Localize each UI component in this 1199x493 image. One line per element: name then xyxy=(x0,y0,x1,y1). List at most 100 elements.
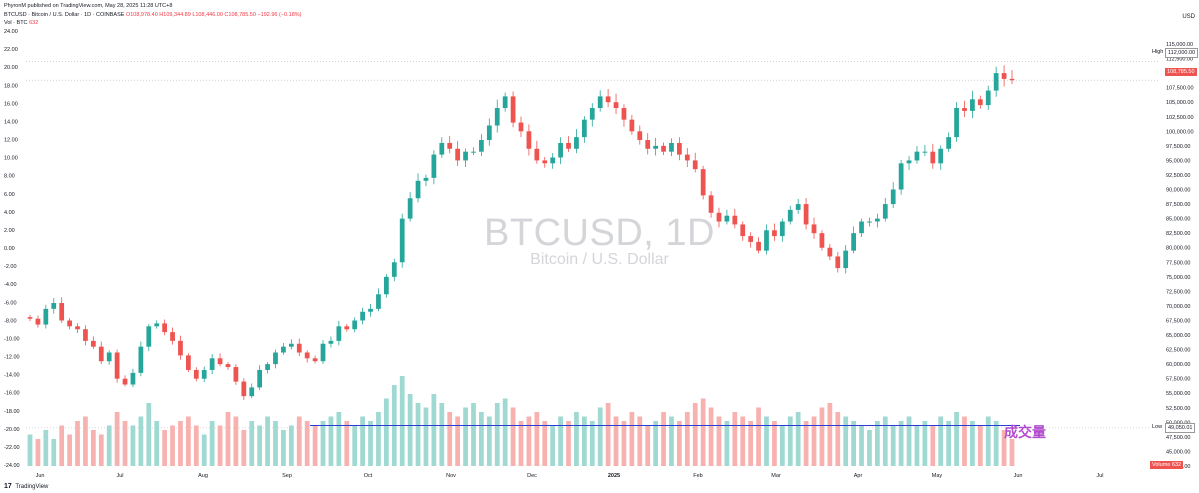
volume-bar xyxy=(827,403,833,466)
candle-body xyxy=(597,96,603,109)
candle-body xyxy=(265,364,270,370)
symbol-line: BTCUSD · Bitcoin / U.S. Dollar · 1D · CO… xyxy=(4,12,125,18)
candle-body xyxy=(281,346,286,353)
volume-bar xyxy=(859,425,864,466)
left-axis-tick: -18.00 xyxy=(4,409,20,415)
left-axis-tick: -14.00 xyxy=(4,373,20,379)
candle-body xyxy=(415,180,421,199)
candle-body xyxy=(201,369,207,379)
volume-bar xyxy=(819,407,825,466)
left-axis-tick: -22.00 xyxy=(4,445,20,451)
volume-bar xyxy=(312,425,318,466)
left-axis-tick: 10.00 xyxy=(4,156,18,162)
x-axis-tick: Apr xyxy=(854,473,863,479)
right-axis-tick: 70,000.00 xyxy=(1166,304,1190,310)
volume-bar xyxy=(985,416,991,466)
candle-body xyxy=(336,326,342,341)
candle-body xyxy=(653,145,659,149)
volume-bar xyxy=(241,430,247,466)
ohlc-values: O108,978.40 H109,344.89 L108,446.00 C108… xyxy=(125,12,302,18)
left-axis-tick: 4.00 xyxy=(4,210,15,216)
candle-body xyxy=(542,160,548,164)
volume-bar xyxy=(447,412,453,466)
volume-bar xyxy=(43,430,49,466)
candle-body xyxy=(851,233,856,251)
volume-bar xyxy=(843,416,849,466)
candle-body xyxy=(383,276,389,295)
candle-body xyxy=(312,358,318,362)
x-axis-tick: Jun xyxy=(1014,473,1023,479)
volume-bar xyxy=(526,416,532,466)
volume-bar xyxy=(898,421,904,466)
volume-bar xyxy=(304,421,310,466)
volume-bar xyxy=(669,416,674,466)
volume-bar xyxy=(399,376,405,466)
candle-body xyxy=(67,320,72,327)
candle-body xyxy=(320,343,326,362)
candle-body xyxy=(257,369,263,388)
candle-body xyxy=(970,99,975,111)
left-axis-tick: 24.00 xyxy=(4,29,18,35)
volume-bar xyxy=(621,421,627,466)
x-axis-tick: Nov xyxy=(446,473,456,479)
volume-bar xyxy=(463,407,468,466)
volume-bar xyxy=(130,425,136,466)
volume-bar xyxy=(320,421,326,466)
currency-label: USD xyxy=(1182,14,1195,20)
left-axis-tick: 6.00 xyxy=(4,192,15,198)
right-axis-tick: 62,500.00 xyxy=(1166,348,1190,354)
candle-body xyxy=(1009,78,1015,81)
right-axis-tick: 80,000.00 xyxy=(1166,246,1190,252)
footer[interactable]: 17 TradingView xyxy=(4,483,48,490)
x-axis-tick: Jun xyxy=(36,473,45,479)
volume-bar xyxy=(811,416,817,466)
volume-bar xyxy=(281,430,286,466)
candle-body xyxy=(621,108,627,120)
volume-bar xyxy=(558,416,563,466)
volume-bar xyxy=(27,434,33,466)
candle-body xyxy=(304,352,310,359)
volume-bar xyxy=(59,425,65,466)
right-axis-tick: 82,500.00 xyxy=(1166,231,1190,237)
volume-bar xyxy=(890,425,896,466)
left-axis-tick: -6.00 xyxy=(4,300,17,306)
volume-bar xyxy=(249,421,255,466)
volume-bar xyxy=(233,416,239,466)
volume-line-label: Vol · BTC xyxy=(4,20,28,26)
volume-bar xyxy=(67,434,72,466)
candle-body xyxy=(43,308,49,325)
volume-bar xyxy=(677,421,682,466)
candle-body xyxy=(463,151,468,161)
candle-body xyxy=(732,215,738,225)
right-axis-tick: 52,500.00 xyxy=(1166,406,1190,412)
candle-body xyxy=(241,381,247,397)
x-axis-tick: Mar xyxy=(771,473,781,479)
volume-bar xyxy=(581,416,587,466)
volume-bar xyxy=(787,416,793,466)
watermark-name: Bitcoin / U.S. Dollar xyxy=(530,251,669,268)
candle-body xyxy=(502,96,508,109)
volume-bar xyxy=(51,439,57,466)
volume-bar xyxy=(75,421,80,466)
candle-body xyxy=(661,145,666,152)
volume-bar xyxy=(328,416,334,466)
candle-body xyxy=(186,355,191,370)
volume-bar xyxy=(732,412,738,466)
volume-bar xyxy=(566,421,571,466)
left-axis-tick: 8.00 xyxy=(4,174,15,180)
volume-bar xyxy=(977,425,983,466)
volume-bar xyxy=(764,416,769,466)
right-axis-tick: 105,000.00 xyxy=(1166,100,1194,106)
volume-bar xyxy=(922,421,928,466)
candle-body xyxy=(748,236,754,242)
left-axis-tick: 12.00 xyxy=(4,138,18,144)
candle-body xyxy=(494,108,500,126)
left-axis-tick: 14.00 xyxy=(4,119,18,125)
candle-body xyxy=(217,358,223,365)
volume-bar xyxy=(114,412,120,466)
candle-body xyxy=(423,177,429,181)
candle-body xyxy=(526,131,532,149)
left-axis-tick: 2.00 xyxy=(4,228,15,234)
candle-body xyxy=(154,323,160,327)
